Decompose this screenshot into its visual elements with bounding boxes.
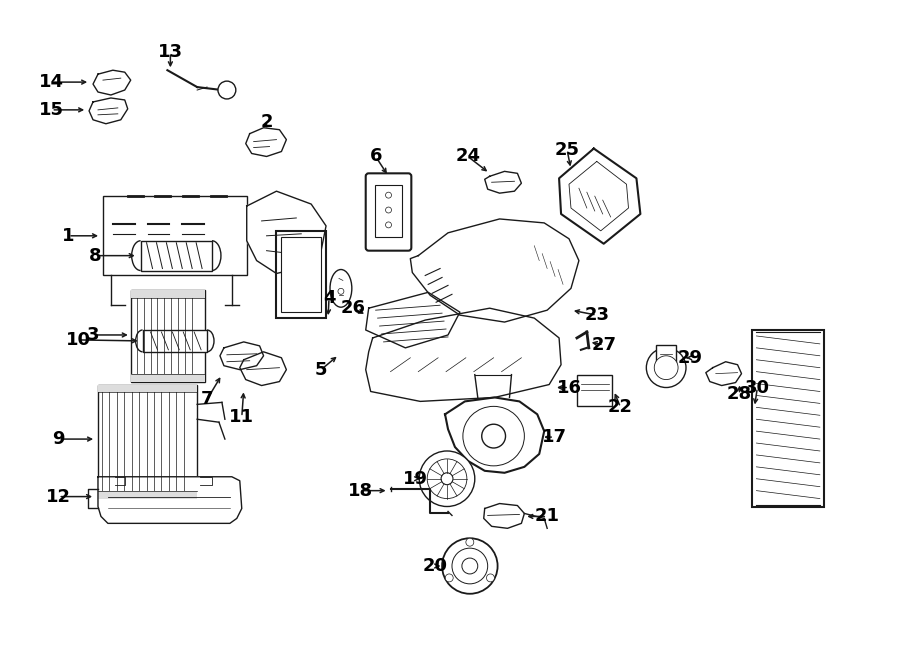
Text: 13: 13 bbox=[158, 44, 183, 61]
Circle shape bbox=[442, 538, 498, 594]
Text: 26: 26 bbox=[340, 299, 365, 317]
Polygon shape bbox=[93, 70, 130, 95]
Polygon shape bbox=[706, 362, 742, 385]
Text: 30: 30 bbox=[745, 379, 770, 397]
Text: 11: 11 bbox=[230, 408, 255, 426]
Text: 24: 24 bbox=[455, 147, 481, 165]
Circle shape bbox=[428, 459, 467, 498]
Circle shape bbox=[452, 548, 488, 584]
Bar bbox=[752, 330, 824, 506]
Polygon shape bbox=[365, 292, 460, 348]
Bar bbox=[98, 490, 197, 498]
Text: 22: 22 bbox=[608, 399, 633, 416]
Text: 6: 6 bbox=[369, 147, 382, 165]
FancyBboxPatch shape bbox=[365, 173, 411, 251]
Text: 23: 23 bbox=[584, 306, 609, 324]
Text: 10: 10 bbox=[66, 331, 91, 349]
Polygon shape bbox=[89, 98, 128, 124]
Polygon shape bbox=[559, 149, 641, 244]
Bar bbox=[282, 237, 321, 312]
Text: 25: 25 bbox=[554, 141, 580, 159]
Text: 16: 16 bbox=[556, 379, 581, 397]
Circle shape bbox=[338, 288, 344, 294]
Polygon shape bbox=[220, 342, 264, 369]
Bar bbox=[130, 290, 205, 381]
Polygon shape bbox=[485, 171, 521, 193]
Text: 1: 1 bbox=[62, 227, 75, 245]
Polygon shape bbox=[365, 308, 561, 401]
Text: 4: 4 bbox=[323, 290, 336, 307]
Polygon shape bbox=[445, 397, 544, 473]
Circle shape bbox=[385, 192, 392, 198]
Polygon shape bbox=[246, 128, 286, 157]
Circle shape bbox=[466, 538, 473, 546]
Bar bbox=[140, 241, 212, 270]
Text: 28: 28 bbox=[727, 385, 752, 403]
Text: 7: 7 bbox=[201, 391, 213, 408]
Bar bbox=[656, 345, 676, 363]
Text: 3: 3 bbox=[86, 326, 99, 344]
Polygon shape bbox=[98, 477, 242, 524]
Circle shape bbox=[218, 81, 236, 99]
Text: 8: 8 bbox=[89, 247, 102, 264]
Bar bbox=[98, 385, 197, 498]
Bar bbox=[130, 290, 205, 298]
Circle shape bbox=[441, 473, 453, 485]
Bar bbox=[103, 196, 247, 276]
Circle shape bbox=[446, 574, 454, 582]
Bar bbox=[276, 231, 326, 318]
Bar bbox=[98, 385, 197, 393]
Circle shape bbox=[487, 574, 494, 582]
Circle shape bbox=[654, 356, 678, 379]
Bar bbox=[130, 373, 205, 381]
Text: 27: 27 bbox=[591, 336, 617, 354]
Text: 29: 29 bbox=[678, 349, 703, 367]
Text: 12: 12 bbox=[46, 488, 71, 506]
Text: 17: 17 bbox=[542, 428, 567, 446]
Text: 5: 5 bbox=[315, 361, 328, 379]
Circle shape bbox=[462, 558, 478, 574]
Text: 18: 18 bbox=[348, 482, 374, 500]
Polygon shape bbox=[410, 219, 579, 322]
Text: 2: 2 bbox=[260, 113, 273, 131]
Circle shape bbox=[646, 348, 686, 387]
Circle shape bbox=[385, 207, 392, 213]
Circle shape bbox=[385, 222, 392, 228]
Circle shape bbox=[482, 424, 506, 448]
Polygon shape bbox=[247, 191, 326, 274]
Text: 9: 9 bbox=[52, 430, 65, 448]
Bar bbox=[374, 185, 402, 237]
Text: 20: 20 bbox=[423, 557, 447, 575]
Bar bbox=[577, 375, 612, 407]
Bar bbox=[142, 330, 207, 352]
Text: 15: 15 bbox=[39, 101, 64, 119]
Polygon shape bbox=[239, 352, 286, 385]
Text: 21: 21 bbox=[535, 508, 560, 525]
Circle shape bbox=[419, 451, 475, 506]
Text: 14: 14 bbox=[39, 73, 64, 91]
Polygon shape bbox=[483, 504, 525, 528]
Text: 19: 19 bbox=[403, 470, 427, 488]
Ellipse shape bbox=[330, 270, 352, 307]
